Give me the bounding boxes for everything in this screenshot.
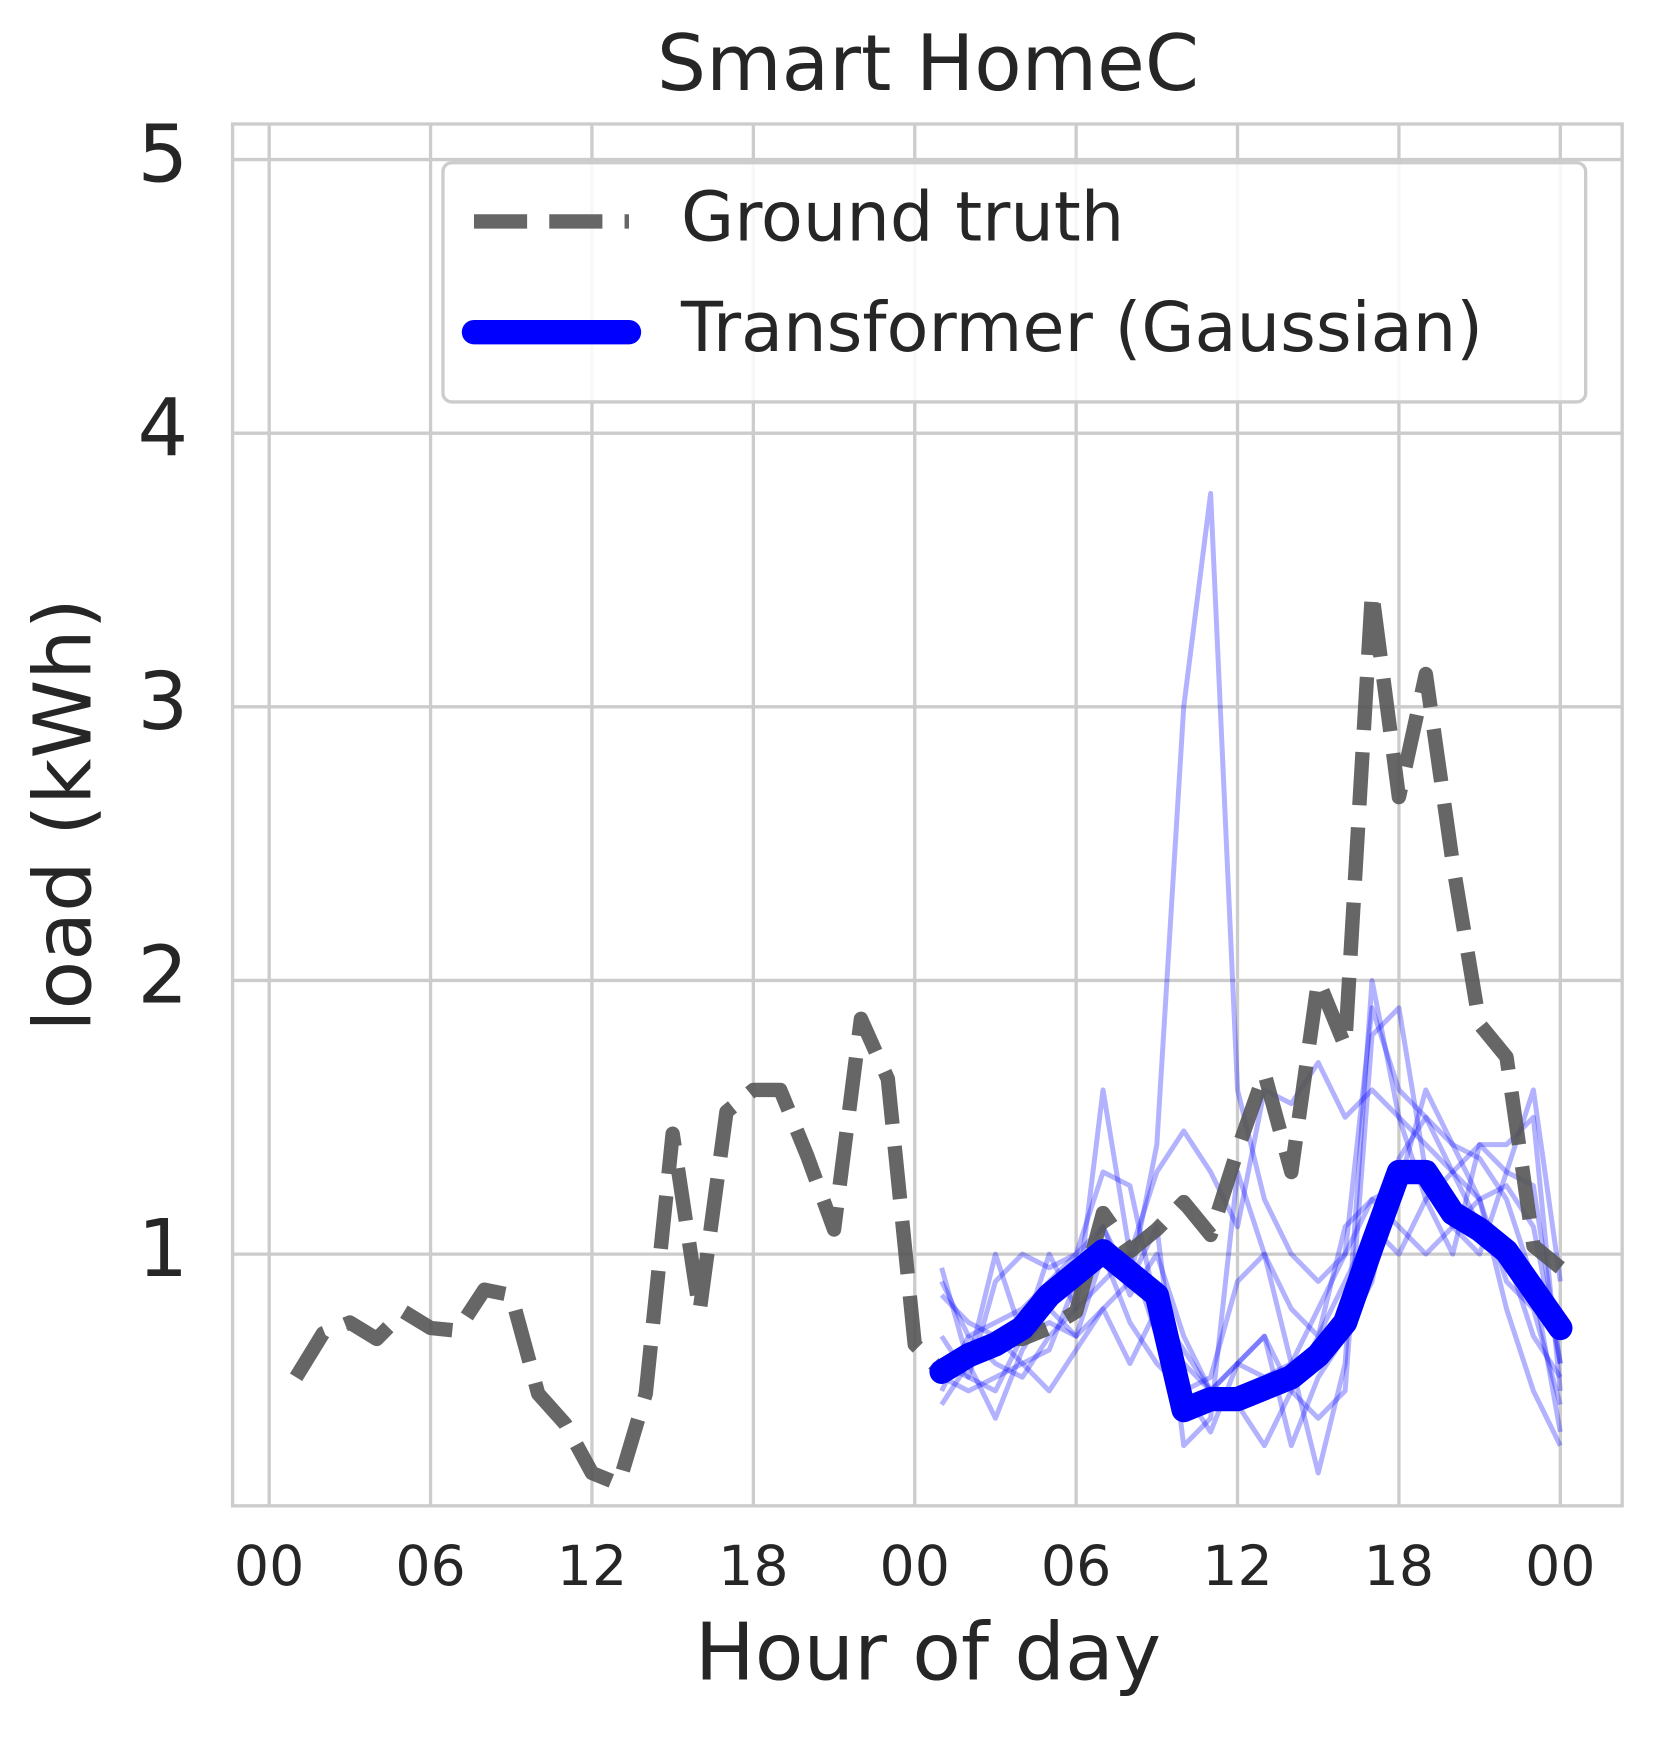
sample-line bbox=[939, 1087, 1563, 1394]
axes-frame bbox=[230, 122, 1624, 1508]
x-tick-label: 00 bbox=[234, 1535, 304, 1599]
legend-label: Ground truth bbox=[681, 177, 1124, 257]
legend-label: Transformer (Gaussian) bbox=[680, 288, 1483, 368]
legend-box bbox=[441, 161, 1588, 404]
y-tick-label: 3 bbox=[138, 655, 189, 748]
sample-line bbox=[939, 1169, 1563, 1449]
y-axis-label: load (kWh) bbox=[17, 598, 110, 1031]
chart-title: Smart HomeC bbox=[657, 19, 1199, 109]
x-tick-label: 12 bbox=[1202, 1535, 1272, 1599]
x-tick-label: 00 bbox=[880, 1535, 950, 1599]
y-tick-label: 2 bbox=[138, 928, 189, 1021]
sample-line bbox=[939, 1060, 1563, 1392]
plot-area bbox=[289, 490, 1573, 1492]
x-tick-label: 18 bbox=[718, 1535, 788, 1599]
y-tick-label: 5 bbox=[138, 108, 189, 201]
x-tick-label: 06 bbox=[1041, 1535, 1111, 1599]
y-tick-label: 4 bbox=[138, 381, 189, 474]
x-tick-label: 12 bbox=[557, 1535, 627, 1599]
legend: Ground truth Transformer (Gaussian) bbox=[441, 161, 1588, 404]
y-tick-label: 1 bbox=[138, 1202, 189, 1295]
x-tick-label: 00 bbox=[1525, 1535, 1595, 1599]
x-tick-label: 18 bbox=[1364, 1535, 1434, 1599]
x-tick-label: 06 bbox=[395, 1535, 465, 1599]
sample-line bbox=[940, 1087, 1563, 1447]
prediction-line bbox=[929, 1159, 1573, 1423]
x-axis-label: Hour of day bbox=[695, 1605, 1161, 1698]
